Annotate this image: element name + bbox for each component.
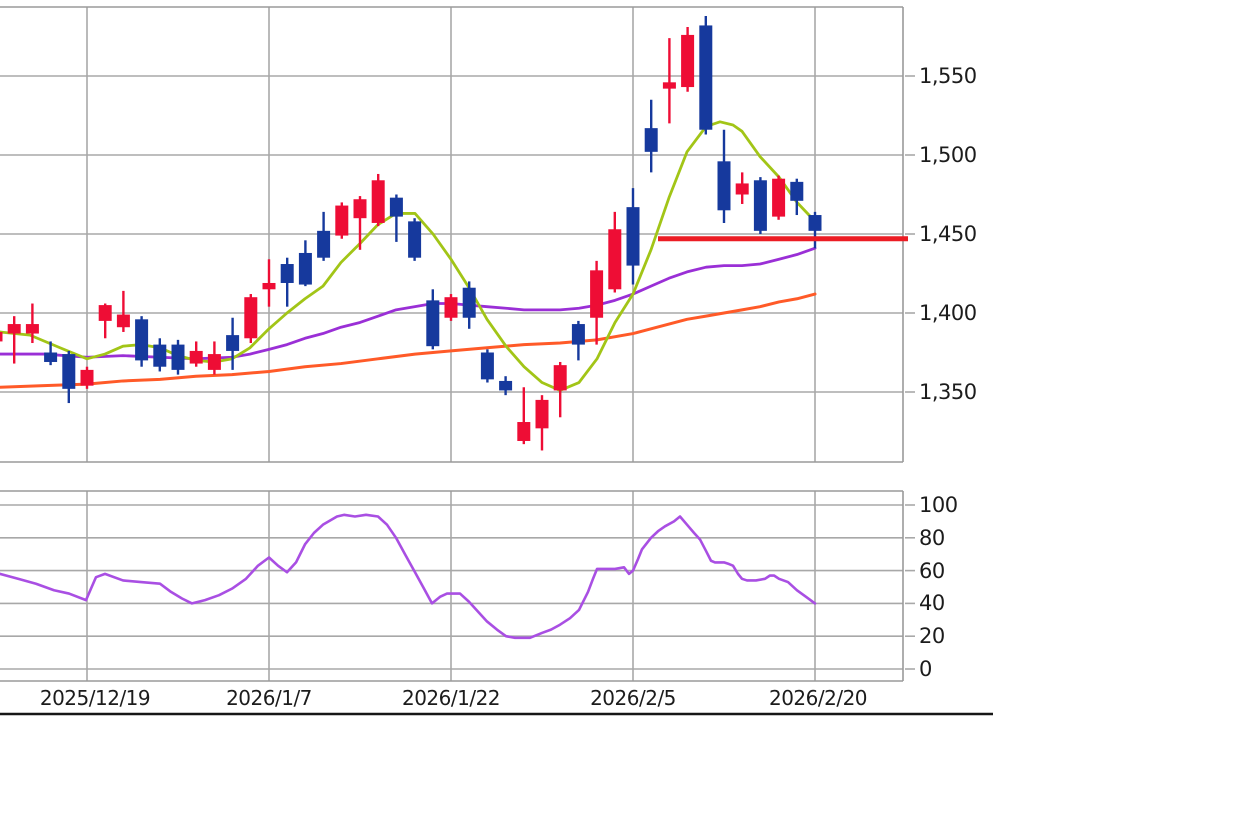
osc-tick-20: 20 — [919, 624, 945, 648]
osc-tick-80: 80 — [919, 526, 945, 550]
date-tick-2026122: 2026/1/22 — [401, 686, 501, 710]
osc-tick-0: 0 — [919, 657, 932, 681]
price-tick-1350: 1,350 — [919, 380, 977, 404]
osc-tick-60: 60 — [919, 559, 945, 583]
price-tick-1500: 1,500 — [919, 143, 977, 167]
osc-tick-100: 100 — [919, 493, 958, 517]
price-tick-1450: 1,450 — [919, 222, 977, 246]
date-tick-20251219: 2025/12/19 — [39, 686, 151, 710]
date-tick-202625: 2026/2/5 — [590, 686, 676, 710]
osc-tick-40: 40 — [919, 591, 945, 615]
price-tick-1400: 1,400 — [919, 301, 977, 325]
date-tick-202617: 2026/1/7 — [226, 686, 312, 710]
date-tick-2026220: 2026/2/20 — [768, 686, 868, 710]
price-tick-1550: 1,550 — [919, 64, 977, 88]
